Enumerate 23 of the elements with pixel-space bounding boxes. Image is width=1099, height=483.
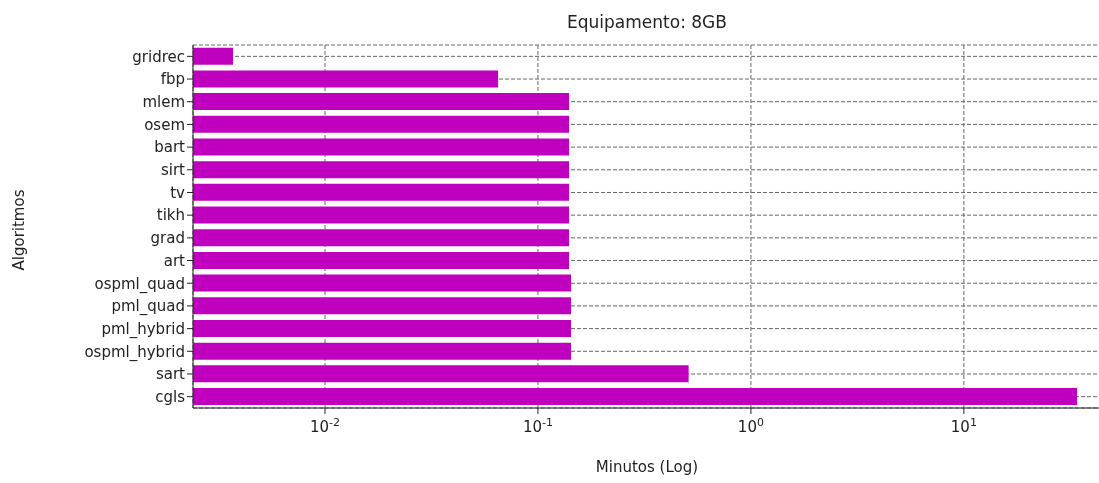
y-tick-label: ospml_quad <box>94 274 185 294</box>
y-tick-label: sirt <box>160 161 186 180</box>
y-tick-label: pml_hybrid <box>101 319 185 339</box>
y-tick-label: grad <box>150 229 185 248</box>
x-tick-label: 10$^{1}$ <box>950 415 977 436</box>
x-tick-label: 10$^{-1}$ <box>522 415 553 436</box>
y-tick-label: tv <box>170 183 186 202</box>
y-tick-label: cgls <box>155 387 186 406</box>
y-tick-label: osem <box>144 115 185 134</box>
x-axis-title: Minutos (Log) <box>594 458 700 476</box>
y-tick-label: gridrec <box>132 47 185 66</box>
chart-title: Equipamento: 8GB <box>566 12 728 32</box>
y-tick-label: sart <box>155 365 186 384</box>
y-tick-label: tikh <box>156 206 185 225</box>
y-tick-label: art <box>163 251 186 270</box>
y-tick-label: ospml_hybrid <box>84 342 185 362</box>
y-tick-label: pml_quad <box>111 297 185 317</box>
y-axis-title: Algoritmos <box>10 188 28 273</box>
y-tick-label: mlem <box>142 93 185 112</box>
x-tick-label: 10$^{-2}$ <box>309 415 341 436</box>
x-tick-label: 10$^{0}$ <box>737 415 764 436</box>
y-tick-label: fbp <box>160 70 185 89</box>
y-tick-label: bart <box>154 138 186 157</box>
